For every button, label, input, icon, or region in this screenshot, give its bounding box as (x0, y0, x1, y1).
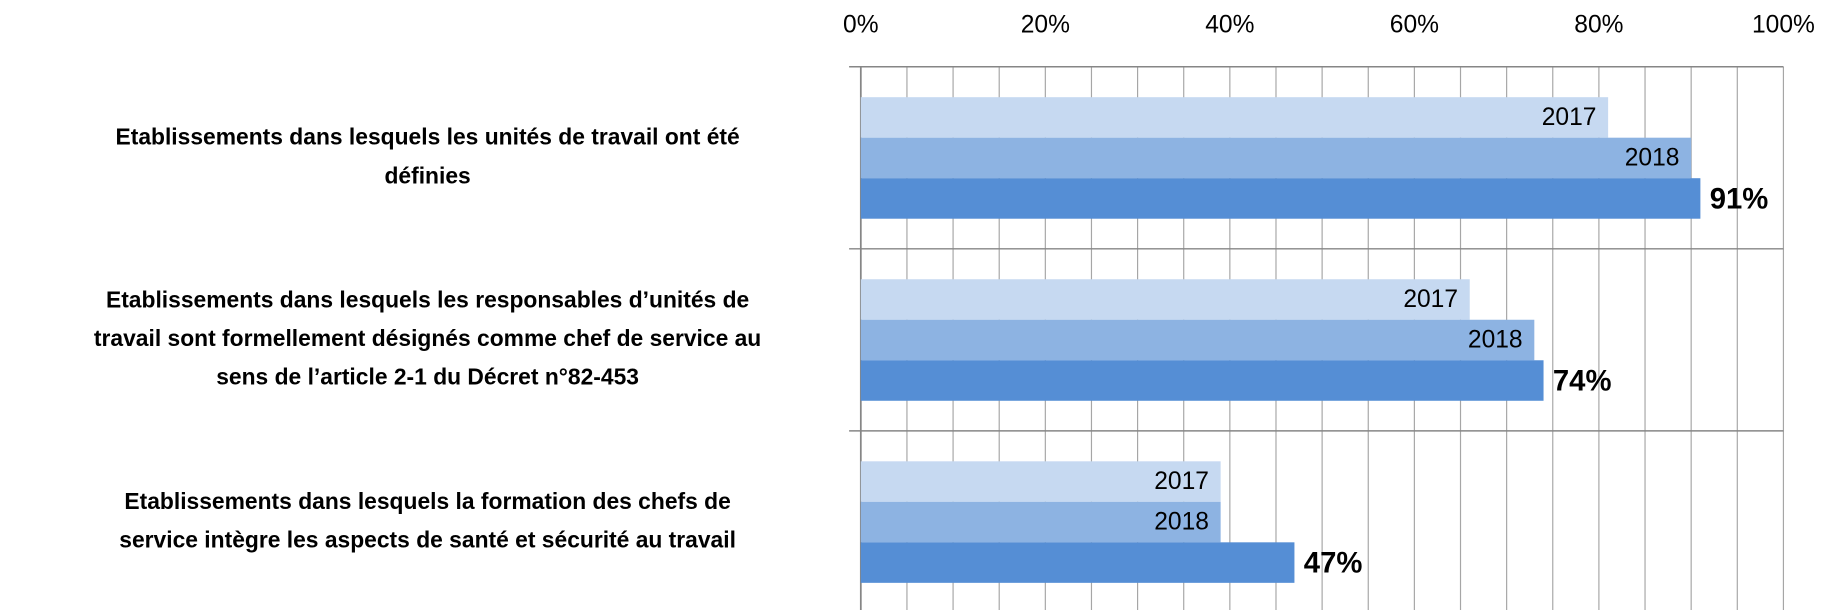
x-tick-label: 0% (843, 11, 879, 38)
category-label: Etablissements dans lesquels les unités … (116, 124, 740, 150)
x-tick-label: 100% (1752, 11, 1815, 38)
category-label: sens de l’article 2-1 du Décret n°82-453 (216, 364, 639, 390)
bar (860, 360, 1544, 401)
bar (860, 97, 1609, 138)
category-label: service intègre les aspects de santé et … (119, 526, 736, 552)
bar-series-label: 2018 (1625, 145, 1680, 172)
bar (860, 319, 1535, 361)
value-label: 47% (1304, 548, 1363, 580)
bar-series-label: 2017 (1403, 286, 1458, 313)
bar (860, 137, 1692, 179)
x-tick-label: 20% (1021, 11, 1070, 38)
bar (860, 542, 1295, 583)
x-tick-label: 80% (1574, 11, 1623, 38)
bar (860, 178, 1701, 219)
bar-series-label: 2018 (1154, 509, 1209, 536)
bar-series-label: 2017 (1154, 468, 1209, 495)
category-label: Etablissements dans lesquels les respons… (106, 286, 749, 312)
bar (860, 501, 1221, 543)
value-label: 91% (1710, 184, 1769, 216)
category-label: travail sont formellement désignés comme… (94, 325, 761, 351)
bar-series-label: 2017 (1542, 104, 1597, 131)
bar-series-label: 2018 (1468, 327, 1523, 354)
bar (860, 279, 1470, 320)
x-tick-label: 60% (1390, 11, 1439, 38)
category-label: définies (384, 162, 470, 188)
value-label: 74% (1553, 366, 1612, 398)
category-label: Etablissements dans lesquels la formatio… (124, 488, 730, 514)
bar (860, 461, 1221, 502)
x-tick-label: 40% (1205, 11, 1254, 38)
